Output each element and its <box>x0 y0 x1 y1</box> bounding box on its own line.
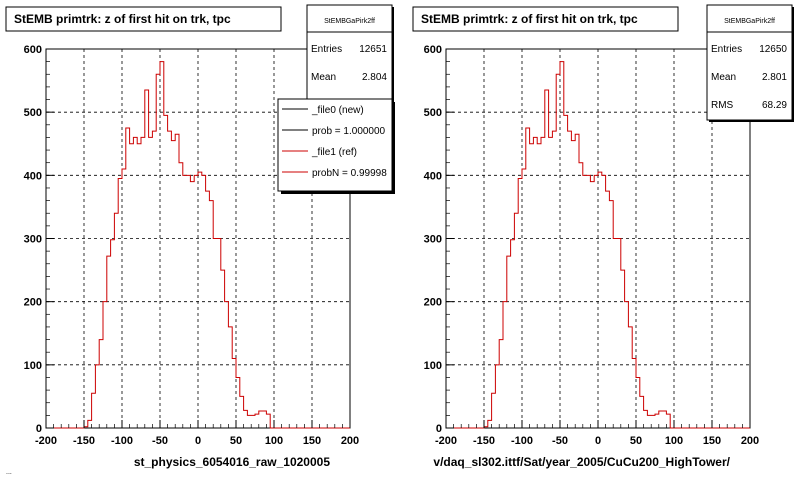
x-axis-label: st_physics_6054016_raw_1020005 <box>134 455 330 469</box>
chart-panel-2: -200 -150 -100 -50 0 50 100 150 200 0 100 200 300 400… <box>412 4 794 469</box>
legend-entry: prob = 1.000000 <box>312 126 386 137</box>
y-tick-label: 400 <box>24 170 42 182</box>
x-tick-label: 100 <box>265 435 283 447</box>
stats-value: 12651 <box>359 44 387 55</box>
x-tick-label: -150 <box>73 435 95 447</box>
stats-box <box>706 4 793 121</box>
y-tick-label: 0 <box>36 423 42 435</box>
x-tick-label: -50 <box>152 435 168 447</box>
x-tick-label: 0 <box>195 435 201 447</box>
y-tick-label: 500 <box>424 107 442 119</box>
x-axis-label: v/daq_sl302.ittf/Sat/year_2005/CuCu200_H… <box>433 455 730 469</box>
stats-label: RMS <box>711 100 734 111</box>
title-box <box>5 6 282 32</box>
y-tick-label: 600 <box>24 44 42 56</box>
y-tick-label: 300 <box>24 234 42 246</box>
chart-title: StEMB primtrk: z of first hit on trk, tp… <box>421 12 638 26</box>
y-tick-label: 400 <box>424 170 442 182</box>
footer-fragment: ... <box>6 469 12 476</box>
y-tick-label: 0 <box>436 423 442 435</box>
y-tick-label: 200 <box>424 297 442 309</box>
histogram-series <box>446 61 750 429</box>
x-tick-label: -100 <box>111 435 133 447</box>
stats-value: 2.804 <box>362 72 387 83</box>
x-tick-label: 0 <box>595 435 601 447</box>
x-tick-label: 200 <box>741 435 759 447</box>
stats-box-name: StEMBGaPirk2ff <box>324 18 375 25</box>
stats-label: Mean <box>711 72 736 83</box>
y-tick-label: 600 <box>424 44 442 56</box>
histogram-series <box>46 61 350 429</box>
legend-entry: _file1 (ref) <box>311 147 357 158</box>
stats-box-name: StEMBGaPirk2ff <box>724 18 775 25</box>
chart-title: StEMB primtrk: z of first hit on trk, tp… <box>14 12 231 26</box>
stats-value: 2.801 <box>762 72 787 83</box>
stats-label: Entries <box>711 44 742 55</box>
x-tick-label: -200 <box>435 435 457 447</box>
y-tick-label: 200 <box>24 297 42 309</box>
x-tick-label: 50 <box>630 435 642 447</box>
x-tick-label: -200 <box>35 435 57 447</box>
x-tick-label: 200 <box>341 435 359 447</box>
x-tick-label: -100 <box>511 435 533 447</box>
y-tick-label: 500 <box>24 107 42 119</box>
x-tick-label: 50 <box>230 435 242 447</box>
y-tick-label: 100 <box>24 360 42 372</box>
legend-entry: probN = 0.99998 <box>312 168 387 179</box>
stats-value: 12650 <box>759 44 787 55</box>
y-tick-label: 300 <box>424 234 442 246</box>
x-tick-label: -150 <box>473 435 495 447</box>
x-tick-label: 150 <box>303 435 321 447</box>
stats-label: Mean <box>311 72 336 83</box>
x-tick-label: 100 <box>665 435 683 447</box>
legend-box <box>277 98 393 192</box>
x-tick-label: -50 <box>552 435 568 447</box>
y-tick-label: 100 <box>424 360 442 372</box>
title-box <box>412 6 679 32</box>
legend-entry: _file0 (new) <box>311 105 364 116</box>
stats-box <box>306 4 393 101</box>
chart-panel-1: -200 -150 -100 -50 0 50 100 150 200 0 100 200 300 400… <box>5 4 395 469</box>
stats-value: 68.29 <box>762 100 787 111</box>
stats-label: Entries <box>311 44 342 55</box>
x-tick-label: 150 <box>703 435 721 447</box>
